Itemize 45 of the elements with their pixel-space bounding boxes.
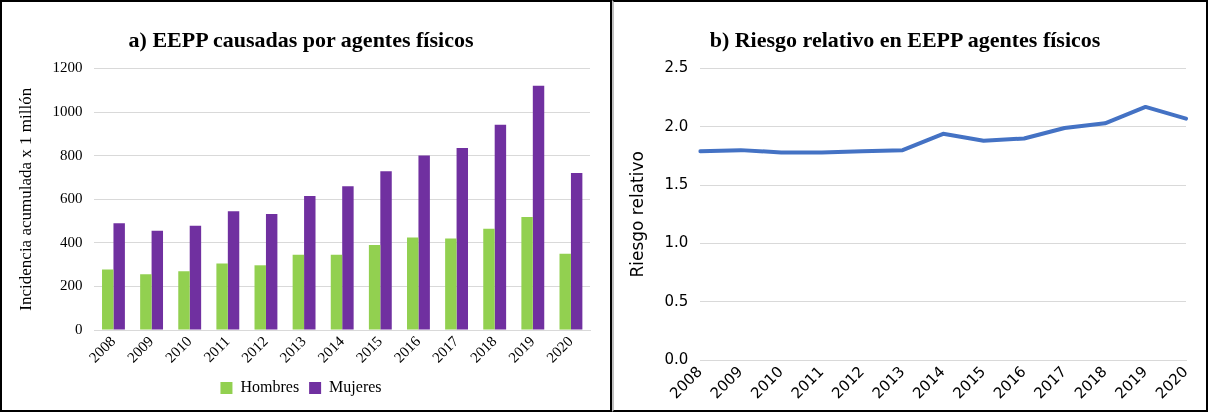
bar (380, 171, 392, 330)
bar (189, 225, 202, 330)
bar (254, 265, 266, 330)
y-axis-title: Riesgo relativo (626, 151, 647, 278)
bar (521, 217, 533, 330)
y-tick-label: 1.5 (664, 175, 689, 194)
bar (304, 195, 316, 330)
y-axis-title: Incidencia acumulada x 1 millón (15, 87, 35, 311)
chart-title: a) EEPP causadas por agentes físicos (128, 26, 474, 52)
bar (140, 274, 152, 330)
chart-title: b) Riesgo relativo en EEPP agentes físicos (709, 26, 1101, 52)
bar (456, 147, 469, 330)
y-tick-label: 0.5 (664, 291, 689, 310)
bar (113, 223, 125, 330)
bar (418, 155, 430, 330)
bar (570, 173, 583, 330)
y-tick-label: 200 (59, 277, 83, 294)
bar (342, 186, 354, 330)
y-tick-label: 1000 (52, 102, 83, 119)
bar (445, 238, 457, 330)
bar (559, 253, 571, 330)
bar (407, 237, 419, 330)
bar (102, 269, 114, 330)
bar (532, 85, 545, 330)
y-tick-label: 2.0 (664, 116, 689, 135)
bar (265, 214, 278, 330)
y-tick-label: 1200 (52, 59, 83, 76)
bar (292, 254, 305, 330)
y-tick-label: 2.5 (664, 58, 689, 77)
y-tick-label: 0.0 (664, 350, 689, 369)
y-tick-label: 400 (59, 233, 83, 250)
bar (151, 230, 164, 330)
y-tick-label: 800 (59, 146, 83, 163)
legend-label: Mujeres (329, 378, 382, 397)
bar (330, 254, 343, 330)
bar (368, 245, 381, 330)
bar (483, 228, 495, 330)
legend-label: Hombres (240, 378, 300, 396)
bar (494, 124, 507, 330)
y-tick-label: 1.0 (664, 233, 689, 252)
bar (216, 263, 228, 330)
bar (178, 271, 190, 330)
y-tick-label: 600 (59, 190, 83, 207)
bar (227, 211, 240, 330)
y-tick-label: 0 (74, 321, 83, 337)
